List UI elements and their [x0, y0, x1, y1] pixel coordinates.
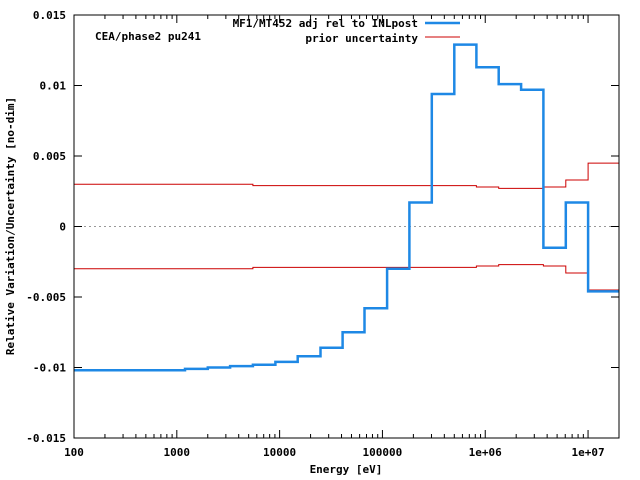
y-tick-label-5: 0.01: [40, 80, 67, 93]
y-tick-label-4: 0.005: [33, 150, 66, 163]
x-tick-label-1: 1000: [164, 446, 191, 459]
y-tick-label-2: -0.005: [26, 291, 66, 304]
x-tick-label-4: 1e+06: [469, 446, 502, 459]
y-tick-label-3: 0: [59, 221, 66, 234]
y-tick-label-0: -0.015: [26, 432, 66, 445]
x-tick-label-2: 10000: [263, 446, 296, 459]
legend-label-0: MF1/MT452 adj rel to INLpost: [233, 17, 418, 30]
y-axis-label: Relative Variation/Uncertainty [no-dim]: [4, 97, 17, 355]
legend: MF1/MT452 adj rel to INLpost prior uncer…: [233, 17, 460, 45]
x-tick-label-5: 1e+07: [571, 446, 604, 459]
x-axis-label: Energy [eV]: [310, 463, 383, 476]
annotation: CEA/phase2 pu241: [95, 30, 201, 43]
series-adjustment: [74, 43, 619, 372]
legend-label-1: prior uncertainty: [305, 32, 418, 45]
series-prior-uncertainty-upper: [74, 162, 619, 189]
y-tick-label-6: 0.015: [33, 9, 66, 22]
series-prior-uncertainty-lower: [74, 264, 619, 291]
y-tick-label-1: -0.01: [33, 362, 66, 375]
x-tick-label-3: 100000: [363, 446, 403, 459]
x-tick-label-0: 100: [64, 446, 84, 459]
